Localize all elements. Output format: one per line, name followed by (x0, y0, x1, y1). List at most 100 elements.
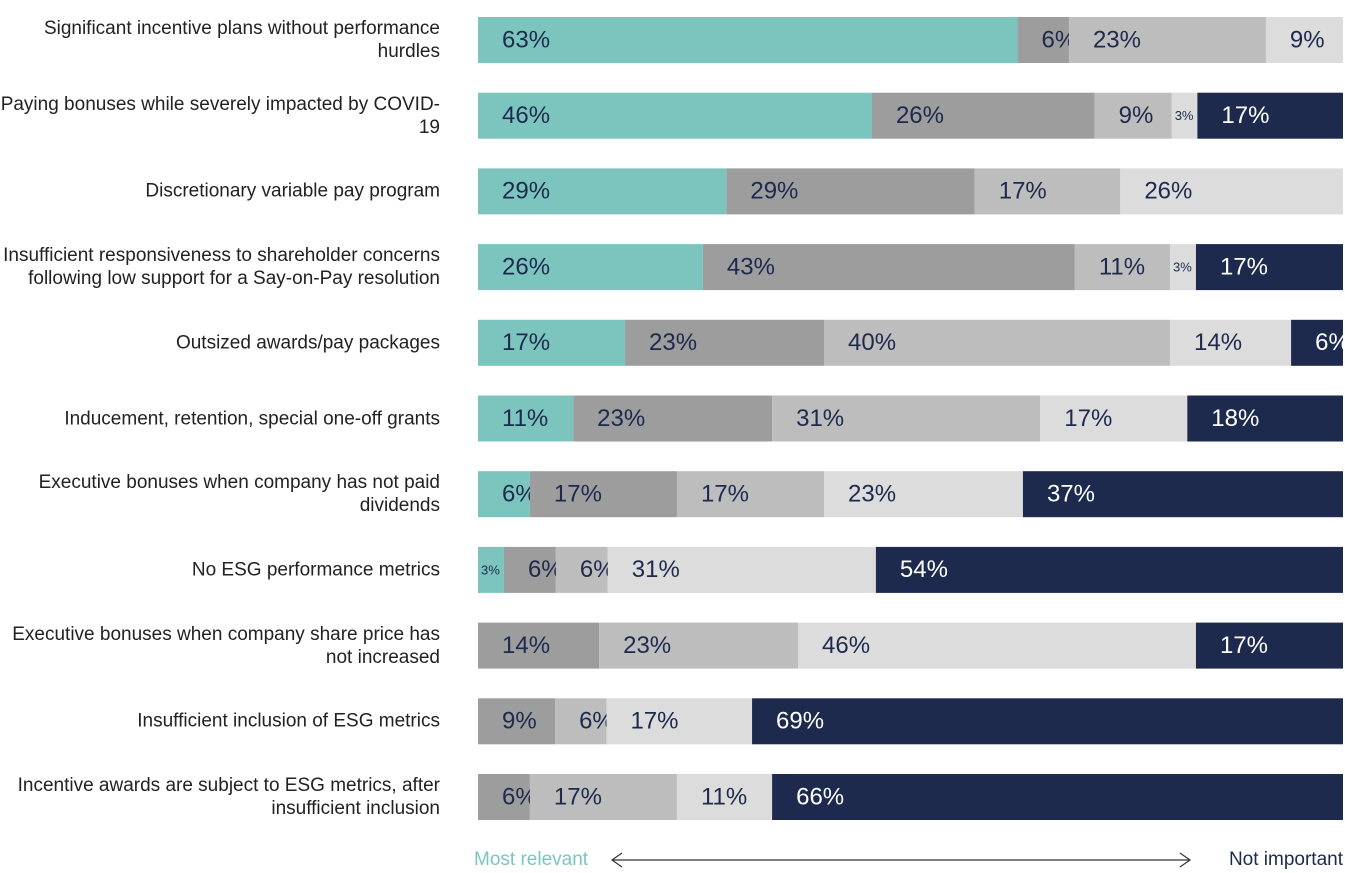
bar-segment (1040, 395, 1188, 442)
value-label: 63% (502, 26, 550, 53)
bar-segment (478, 698, 556, 745)
value-label: 17% (554, 783, 602, 810)
bar-segment (676, 774, 773, 820)
value-label: 17% (1220, 253, 1268, 280)
bar-segment (1068, 17, 1266, 63)
bar-segment (503, 546, 556, 593)
value-label: 23% (848, 481, 896, 508)
value-label: 26% (502, 253, 550, 280)
value-label: 29% (750, 178, 798, 205)
value-label: 6% (1315, 329, 1345, 356)
value-label: 26% (1144, 178, 1192, 205)
bar-segment (478, 168, 727, 215)
bar-segment (752, 698, 1343, 745)
category-label: Insufficient inclusion of ESG metrics (137, 710, 440, 732)
bar-segment (478, 774, 530, 820)
bar-segment (871, 92, 1095, 139)
bar-segment (478, 395, 574, 442)
value-label: 18% (1211, 405, 1259, 432)
bar-segment (1074, 244, 1170, 291)
bar-segment (1195, 244, 1343, 291)
value-label: 14% (502, 632, 550, 659)
bar-segment (875, 546, 1343, 593)
value-label: 3% (1173, 260, 1192, 275)
bar-segment (1120, 168, 1343, 215)
bar-segment (824, 319, 1170, 366)
bar-segment (1170, 244, 1196, 291)
value-label: 17% (701, 481, 749, 508)
value-label: 14% (1194, 329, 1242, 356)
value-label: 46% (822, 632, 870, 659)
value-label: 29% (502, 178, 550, 205)
bar-segment (606, 698, 753, 745)
value-label: 69% (776, 708, 824, 735)
bar-segment (1094, 92, 1172, 139)
value-label: 54% (900, 556, 948, 583)
value-label: 23% (623, 632, 671, 659)
category-label: No ESG performance metrics (191, 559, 440, 581)
bar-segment (478, 92, 872, 139)
bar-segment (824, 471, 1023, 518)
value-label: 3% (1175, 108, 1194, 123)
category-label: Inducement, retention, special one-off g… (64, 408, 440, 429)
bar-segment (798, 622, 1196, 669)
bar-segment (529, 774, 677, 820)
bar-segment (974, 168, 1121, 215)
value-label: 46% (502, 102, 550, 129)
bar-segment (726, 168, 975, 215)
arrow (610, 852, 1192, 868)
bar-segment (1017, 17, 1069, 63)
category-label: Executive bonuses when company share pri… (12, 623, 440, 668)
category-label: Insufficient responsiveness to sharehold… (3, 245, 440, 290)
value-label: 26% (896, 102, 944, 129)
value-label: 9% (1119, 102, 1154, 129)
value-label: 17% (1064, 405, 1112, 432)
bar-segment (478, 244, 703, 291)
bar-segment (1170, 319, 1292, 366)
value-label: 37% (1047, 481, 1095, 508)
bar-segment (1291, 319, 1343, 366)
value-label: 11% (502, 405, 548, 432)
bar-segment (676, 471, 824, 518)
value-label: 23% (1093, 26, 1141, 53)
category-label: Discretionary variable pay program (145, 180, 440, 202)
value-label: 31% (796, 405, 844, 432)
value-label: 17% (502, 329, 550, 356)
value-label: 43% (727, 253, 775, 280)
bar-segment (1187, 395, 1343, 442)
value-label: 11% (1099, 253, 1145, 280)
value-label: 31% (632, 556, 680, 583)
bar-segment (529, 471, 677, 518)
bar-segment (1171, 92, 1198, 139)
value-label: 17% (630, 708, 678, 735)
bar-segment (1195, 622, 1343, 669)
value-label: 40% (848, 329, 896, 356)
value-label: 3% (481, 562, 500, 577)
value-label: 9% (1290, 26, 1325, 53)
bar-segment (1022, 471, 1343, 518)
annotation-left: Most relevant (474, 849, 589, 870)
value-label: 23% (597, 405, 645, 432)
value-label: 11% (701, 783, 747, 810)
category-label: Significant incentive plans without perf… (43, 18, 440, 62)
bar-segment (625, 319, 824, 366)
bar-segment (1265, 17, 1343, 63)
value-label: 17% (1220, 632, 1268, 659)
value-label: 17% (1221, 102, 1269, 129)
bar-segment (772, 395, 1041, 442)
value-label: 9% (502, 708, 537, 735)
bar-segment (772, 774, 1343, 820)
category-label: Paying bonuses while severely impacted b… (0, 93, 440, 138)
value-label: 17% (999, 178, 1047, 205)
value-label: 23% (649, 329, 697, 356)
bar-segment (478, 622, 600, 669)
bar-segment (478, 17, 1018, 63)
bar-segment (555, 698, 607, 745)
bar-segment (1197, 92, 1343, 139)
bar-segment (607, 546, 876, 593)
bar-segment (573, 395, 773, 442)
bar-segment (478, 319, 626, 366)
category-label: Executive bonuses when company has not p… (38, 472, 440, 517)
